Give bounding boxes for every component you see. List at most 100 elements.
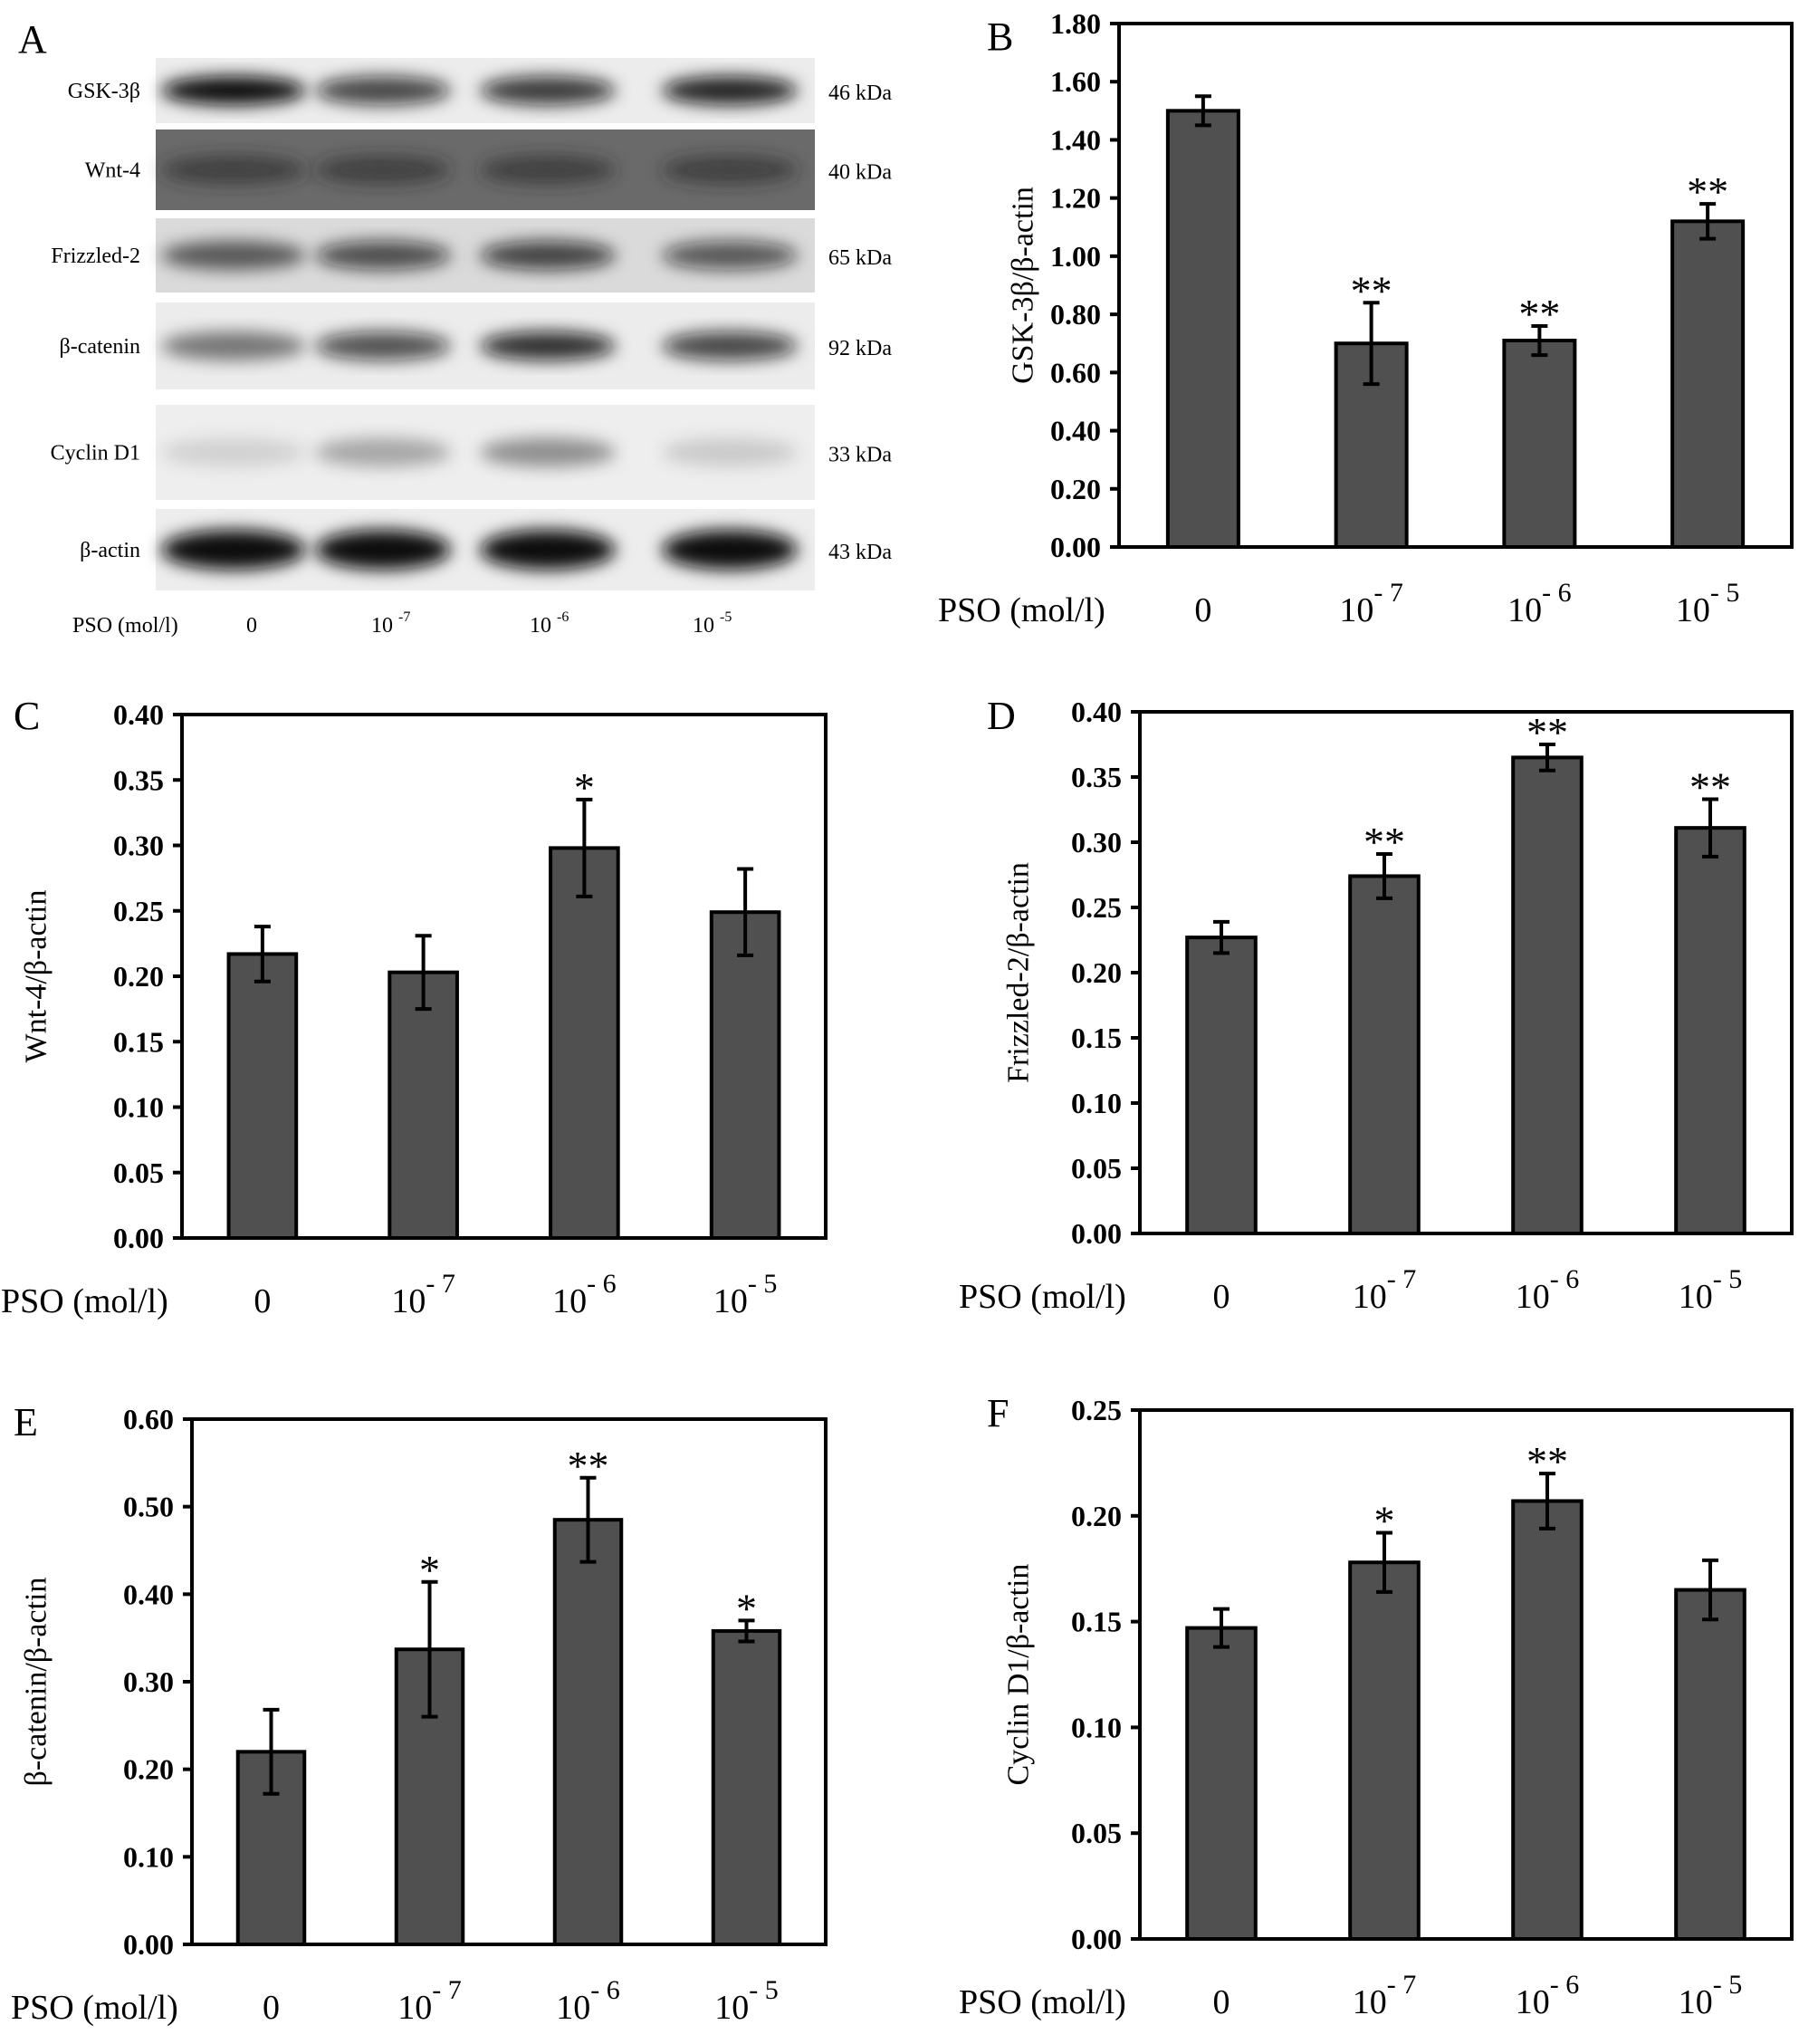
y-tick-label: 0.40 [113, 698, 164, 731]
x-axis-label: PSO (mol/l) [1, 1282, 168, 1320]
x-tick-exponent: - 7 [1387, 1970, 1417, 2000]
significance-marker: ** [1364, 819, 1405, 865]
significance-marker: ** [1518, 291, 1560, 337]
panel-letter: D [987, 694, 1016, 738]
blot-band [662, 241, 798, 270]
x-tick-base: 0 [1213, 1278, 1230, 1316]
x-tick-exponent: - 7 [1373, 578, 1403, 608]
lane-label-base: 10 [530, 614, 551, 638]
significance-marker: ** [1689, 763, 1731, 810]
x-tick-exponent: - 5 [1713, 1970, 1743, 2000]
x-tick-label: 0 [1194, 591, 1211, 629]
x-tick-base: 0 [254, 1282, 271, 1320]
y-tick-label: 0.10 [1071, 1711, 1122, 1743]
blot-band [480, 437, 616, 467]
y-tick-label: 0.10 [1071, 1087, 1122, 1119]
y-tick-label: 0.20 [1071, 956, 1122, 989]
x-tick-base: 10 [1516, 1278, 1550, 1316]
significance-marker: * [736, 1585, 757, 1631]
panel-letter: B [987, 14, 1013, 59]
plot-frame [1117, 22, 1794, 549]
y-tick-label: 0.05 [113, 1156, 164, 1189]
lane-label-base: 10 [693, 614, 714, 638]
bar [1670, 219, 1746, 549]
blot-band [662, 530, 798, 570]
bar [1348, 1560, 1421, 1942]
y-tick-label: 0.05 [1071, 1152, 1122, 1185]
x-axis-label: PSO (mol/l) [11, 1989, 178, 2027]
panel-letter: E [14, 1400, 38, 1444]
bar [552, 1518, 624, 1946]
panel-letter: F [987, 1391, 1009, 1435]
y-axis-label: Cyclin D1/β-actin [1002, 1564, 1036, 1786]
x-tick-label: 10- 5 [714, 1975, 779, 2027]
y-tick-label: 0.60 [1050, 356, 1101, 389]
x-tick-label: 10- 7 [397, 1975, 462, 2027]
blot-band [161, 331, 306, 360]
significance-marker: ** [1526, 1438, 1568, 1484]
blot-band [480, 155, 616, 185]
bar [1511, 1499, 1584, 1941]
x-tick-label: 10- 5 [713, 1269, 778, 1320]
y-tick-label: 1.20 [1050, 182, 1101, 215]
y-tick-label: 1.00 [1050, 240, 1101, 273]
y-tick-label: 0.25 [1071, 891, 1122, 924]
lane-label-exponent: -5 [720, 609, 732, 625]
x-tick-base: 0 [1194, 591, 1211, 629]
blot-band [480, 331, 616, 360]
blot-band [315, 241, 451, 270]
x-tick-label: 10- 6 [552, 1269, 617, 1320]
x-tick-base: 10 [552, 1282, 587, 1320]
protein-label: Wnt-4 [85, 159, 140, 183]
x-tick-base: 10 [1507, 591, 1542, 629]
y-tick-label: 0.40 [1050, 415, 1101, 447]
blot-band [662, 76, 798, 105]
y-tick-label: 0.20 [1071, 1500, 1122, 1532]
lane-label: 10 -7 [371, 609, 410, 638]
x-tick-label: 10- 7 [1339, 578, 1403, 629]
x-tick-base: 10 [1679, 1278, 1713, 1316]
y-tick-label: 0.15 [1071, 1606, 1122, 1638]
molecular-weight-label: 65 kDa [828, 246, 892, 270]
significance-marker: * [1374, 1497, 1395, 1543]
bar [388, 970, 459, 1241]
bar [1511, 755, 1584, 1235]
bar [1348, 874, 1421, 1235]
y-tick-label: 0.30 [113, 830, 164, 862]
lane-label: 0 [246, 614, 257, 638]
blot-band [315, 437, 451, 467]
x-tick-base: 10 [1676, 591, 1710, 629]
x-tick-exponent: - 5 [748, 1269, 778, 1299]
x-tick-base: 10 [1353, 1278, 1387, 1316]
x-tick-label: 10- 6 [1516, 1264, 1580, 1316]
significance-marker: * [574, 764, 595, 811]
lane-label-exponent: -6 [557, 609, 569, 625]
protein-label: Frizzled-2 [51, 245, 140, 268]
y-tick-label: 0.30 [123, 1665, 174, 1698]
blot-band [662, 331, 798, 360]
y-tick-label: 0.40 [123, 1578, 174, 1610]
x-tick-base: 0 [263, 1989, 280, 2027]
significance-marker: ** [1687, 168, 1728, 215]
x-tick-label: 10- 6 [1516, 1970, 1580, 2021]
bar-chart-f: F 0.00 0.05 0.10 0.15 0.20 0.25 Cyclin D1/β-act… [959, 1391, 1794, 2021]
y-tick-label: 0.00 [1071, 1923, 1122, 1955]
x-tick-exponent: - 7 [432, 1975, 462, 2005]
western-blot-panel: A GSK-3β 46 kDa Wnt-4 40 kDa Frizzled-2 65 kD… [18, 17, 892, 638]
y-tick-label: 0.25 [1071, 1394, 1122, 1426]
lane-label-base: 0 [246, 614, 257, 638]
molecular-weight-label: 92 kDa [828, 337, 892, 360]
x-tick-label: 0 [1213, 1983, 1230, 2021]
y-tick-label: 0.00 [1071, 1217, 1122, 1250]
x-tick-label: 0 [263, 1989, 280, 2027]
x-tick-exponent: - 7 [1387, 1264, 1417, 1294]
bar [709, 910, 781, 1240]
y-tick-label: 0.10 [113, 1091, 164, 1124]
bar-chart-d: D 0.00 0.05 0.10 0.15 0.20 0.25 0.30 0.35 0.40 Fri… [959, 694, 1794, 1316]
significance-marker: ** [1351, 267, 1392, 313]
bar [1502, 339, 1577, 549]
x-tick-label: 10- 6 [1507, 578, 1572, 629]
significance-marker: ** [568, 1443, 609, 1489]
blot-band [315, 331, 451, 360]
